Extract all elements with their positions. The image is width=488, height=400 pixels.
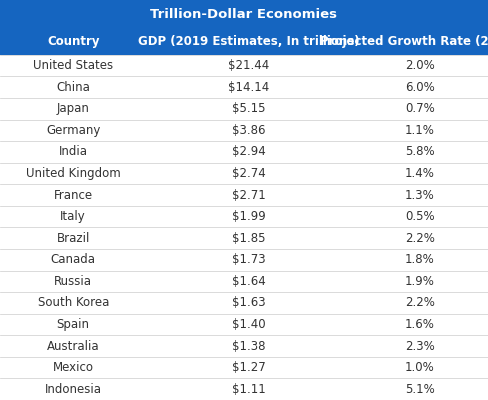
Text: 2.2%: 2.2%	[405, 232, 435, 245]
Text: United Kingdom: United Kingdom	[26, 167, 121, 180]
Text: 1.0%: 1.0%	[405, 361, 434, 374]
Text: 2.2%: 2.2%	[405, 296, 435, 310]
Text: Italy: Italy	[61, 210, 86, 223]
Text: China: China	[56, 81, 90, 94]
Text: Australia: Australia	[47, 340, 100, 352]
Text: Canada: Canada	[51, 253, 96, 266]
Text: $1.73: $1.73	[232, 253, 265, 266]
Text: $1.40: $1.40	[232, 318, 265, 331]
Text: Country: Country	[47, 35, 100, 48]
Text: Mexico: Mexico	[53, 361, 94, 374]
Text: $1.64: $1.64	[232, 275, 266, 288]
Text: $1.38: $1.38	[232, 340, 265, 352]
Text: United States: United States	[33, 59, 113, 72]
Text: 2.0%: 2.0%	[405, 59, 434, 72]
Text: Spain: Spain	[57, 318, 90, 331]
Text: 1.8%: 1.8%	[405, 253, 434, 266]
Text: 1.3%: 1.3%	[405, 188, 434, 202]
Text: Projected Growth Rate (2020): Projected Growth Rate (2020)	[321, 35, 488, 48]
Text: Indonesia: Indonesia	[45, 383, 102, 396]
Text: 6.0%: 6.0%	[405, 81, 434, 94]
Text: $2.71: $2.71	[232, 188, 266, 202]
Text: Brazil: Brazil	[57, 232, 90, 245]
Text: $2.74: $2.74	[232, 167, 266, 180]
Text: Trillion-Dollar Economies: Trillion-Dollar Economies	[150, 8, 338, 21]
Text: India: India	[59, 145, 88, 158]
Bar	[0, 29, 488, 55]
Text: 1.6%: 1.6%	[405, 318, 435, 331]
Text: 5.1%: 5.1%	[405, 383, 434, 396]
Text: South Korea: South Korea	[38, 296, 109, 310]
Text: $5.15: $5.15	[232, 102, 265, 115]
Text: $1.85: $1.85	[232, 232, 265, 245]
Text: 0.5%: 0.5%	[405, 210, 434, 223]
Text: $1.63: $1.63	[232, 296, 265, 310]
Text: Russia: Russia	[54, 275, 92, 288]
Text: $21.44: $21.44	[228, 59, 269, 72]
Text: $14.14: $14.14	[228, 81, 269, 94]
Text: $2.94: $2.94	[232, 145, 266, 158]
Text: 1.9%: 1.9%	[405, 275, 435, 288]
Text: $1.11: $1.11	[232, 383, 266, 396]
Text: 2.3%: 2.3%	[405, 340, 434, 352]
Text: Japan: Japan	[57, 102, 90, 115]
Text: 1.1%: 1.1%	[405, 124, 435, 137]
Text: France: France	[54, 188, 93, 202]
Text: $1.99: $1.99	[232, 210, 266, 223]
Text: $1.27: $1.27	[232, 361, 266, 374]
Text: 0.7%: 0.7%	[405, 102, 434, 115]
Text: $3.86: $3.86	[232, 124, 265, 137]
Text: GDP (2019 Estimates, In trillions): GDP (2019 Estimates, In trillions)	[138, 35, 360, 48]
Text: Germany: Germany	[46, 124, 101, 137]
Bar	[0, 0, 488, 29]
Text: 1.4%: 1.4%	[405, 167, 435, 180]
Text: 5.8%: 5.8%	[405, 145, 434, 158]
